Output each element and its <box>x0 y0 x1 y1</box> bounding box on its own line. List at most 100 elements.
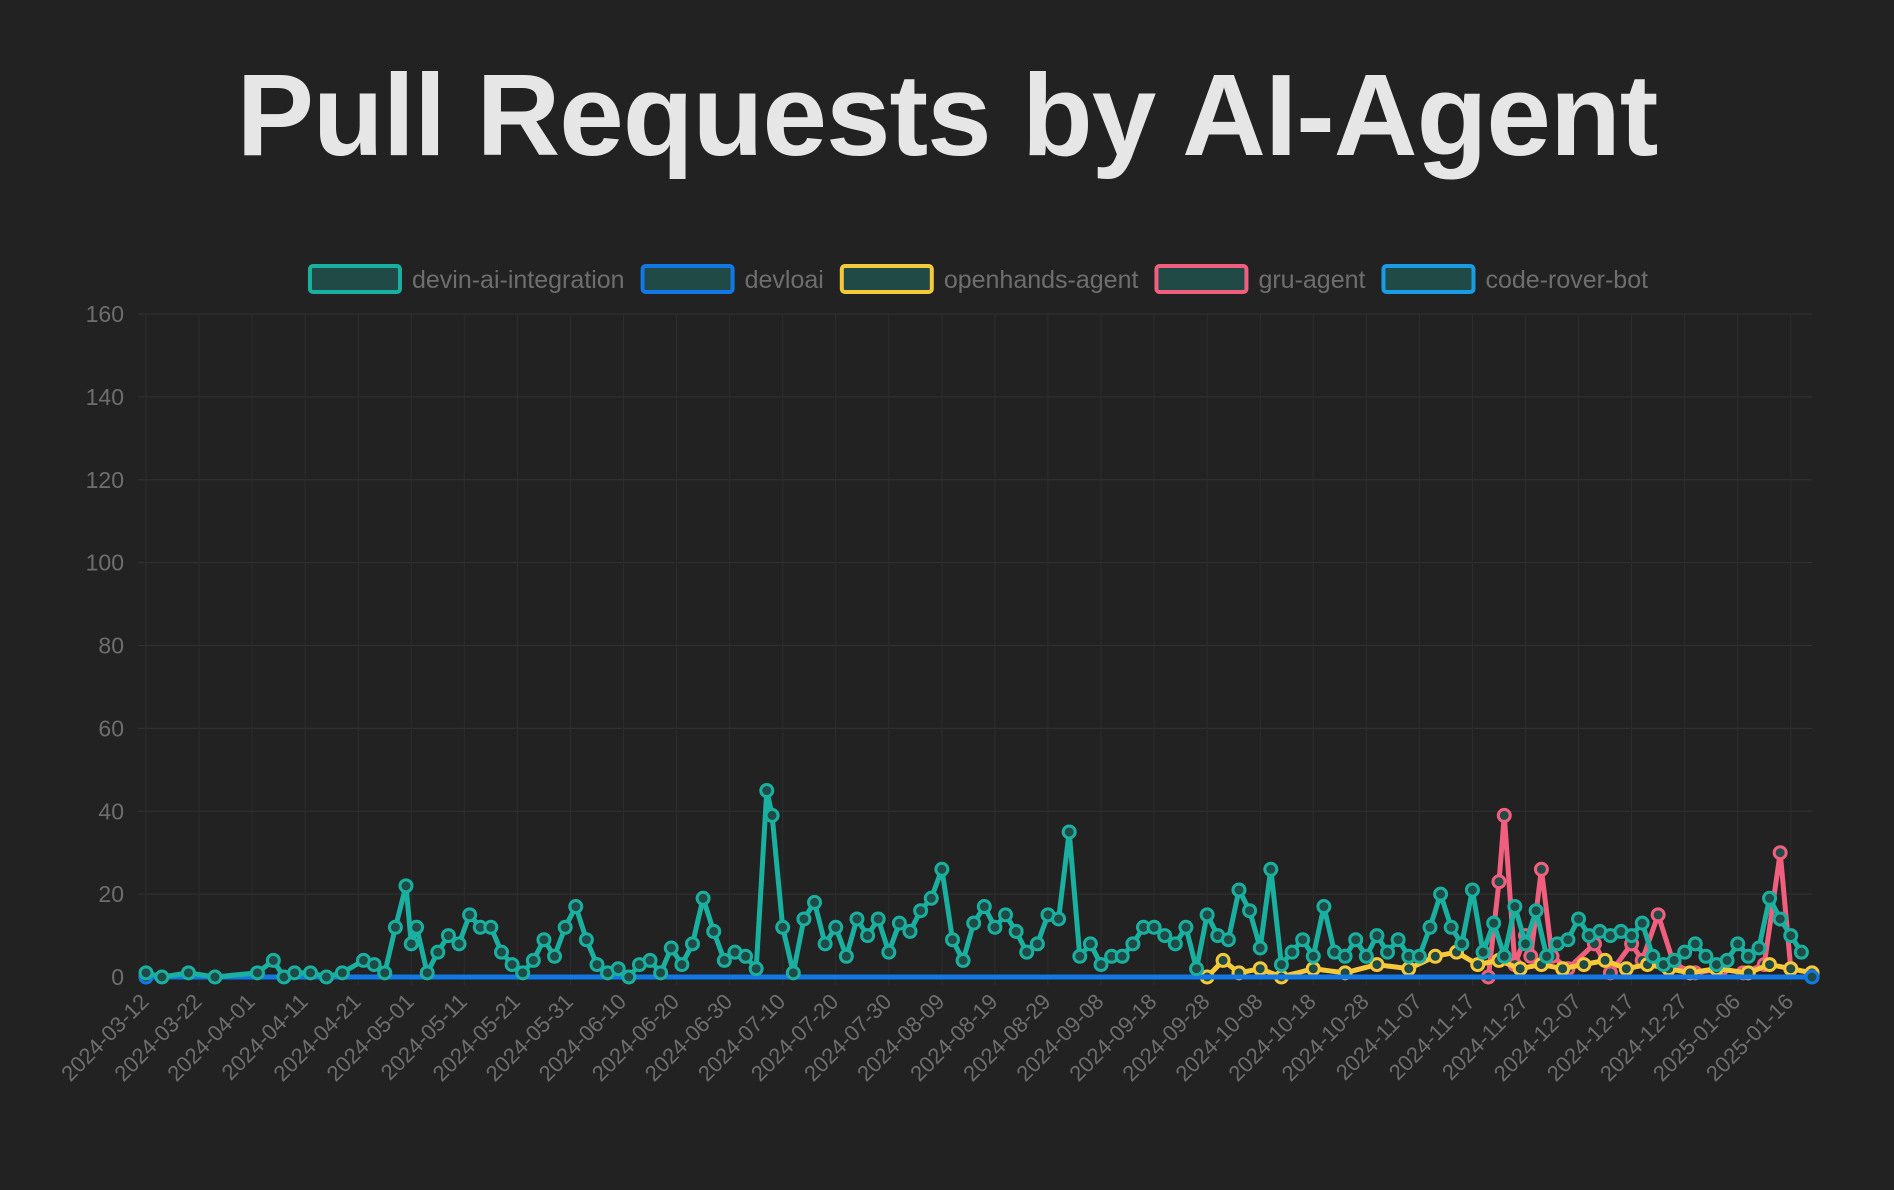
data-point <box>966 915 982 931</box>
data-point <box>1539 948 1555 964</box>
y-tick-label: 40 <box>98 798 124 824</box>
y-tick-label: 20 <box>98 881 124 907</box>
legend-swatch <box>307 264 402 294</box>
y-tick-label: 160 <box>86 301 124 327</box>
data-point <box>1666 952 1682 968</box>
data-point <box>265 952 281 968</box>
data-point <box>1454 936 1470 952</box>
data-point <box>860 928 876 944</box>
data-point <box>403 936 419 952</box>
data-point <box>398 878 414 894</box>
data-point <box>547 948 563 964</box>
data-point <box>1252 961 1268 977</box>
data-point <box>1783 928 1799 944</box>
data-point <box>578 932 594 948</box>
data-point <box>987 919 1003 935</box>
data-point <box>849 911 865 927</box>
data-point <box>1284 944 1300 960</box>
data-point <box>1167 936 1183 952</box>
data-point <box>302 965 318 981</box>
y-tick-label: 80 <box>98 633 124 659</box>
data-point <box>891 915 907 931</box>
data-point <box>610 961 626 977</box>
legend-swatch <box>839 264 934 294</box>
legend-label: gru-agent <box>1258 266 1365 294</box>
data-point <box>1719 952 1735 968</box>
data-point <box>430 944 446 960</box>
data-point <box>366 957 382 973</box>
data-point <box>1305 961 1321 977</box>
data-point <box>515 965 531 981</box>
data-point <box>1411 948 1427 964</box>
data-point <box>955 952 971 968</box>
data-point <box>1470 957 1486 973</box>
data-point <box>998 907 1014 923</box>
y-tick-label: 60 <box>98 715 124 741</box>
data-point <box>493 944 509 960</box>
data-point <box>1762 957 1778 973</box>
data-point <box>377 965 393 981</box>
data-point <box>1061 824 1077 840</box>
data-point <box>1295 932 1311 948</box>
data-point <box>1220 932 1236 948</box>
data-point <box>1475 944 1491 960</box>
data-point <box>1645 948 1661 964</box>
data-point <box>1597 952 1613 968</box>
data-point <box>738 948 754 964</box>
data-point <box>1740 948 1756 964</box>
data-point <box>1380 944 1396 960</box>
data-point <box>1082 936 1098 952</box>
legend-label: code-rover-bot <box>1485 266 1648 294</box>
data-point <box>870 911 886 927</box>
data-point <box>483 919 499 935</box>
data-point <box>1486 915 1502 931</box>
data-point <box>902 923 918 939</box>
data-point <box>706 923 722 939</box>
data-point <box>1443 919 1459 935</box>
data-point <box>1029 936 1045 952</box>
data-point <box>621 969 637 985</box>
data-point <box>1189 961 1205 977</box>
data-point <box>785 965 801 981</box>
data-point <box>557 919 573 935</box>
data-point <box>775 919 791 935</box>
data-point <box>653 965 669 981</box>
data-point <box>419 965 435 981</box>
data-point <box>1491 874 1507 890</box>
data-point <box>1231 882 1247 898</box>
legend-label: devin-ai-integration <box>412 266 625 294</box>
data-point <box>1427 948 1443 964</box>
y-tick-label: 140 <box>86 384 124 410</box>
data-point <box>684 936 700 952</box>
data-point <box>1369 928 1385 944</box>
data-point <box>1157 928 1173 944</box>
data-point <box>1512 961 1528 977</box>
data-point <box>451 936 467 952</box>
legend-label: openhands-agent <box>944 266 1139 294</box>
data-point <box>807 894 823 910</box>
data-point <box>1008 923 1024 939</box>
data-point <box>1242 903 1258 919</box>
data-point <box>1533 861 1549 877</box>
data-point <box>1751 940 1767 956</box>
data-point <box>1401 961 1417 977</box>
data-point <box>1051 911 1067 927</box>
data-point <box>1305 948 1321 964</box>
data-point <box>1772 845 1788 861</box>
chart-title: Pull Requests by AI-Agent <box>236 50 1659 180</box>
data-point <box>318 969 334 985</box>
data-point <box>1528 903 1544 919</box>
data-point <box>1464 882 1480 898</box>
data-point <box>1146 919 1162 935</box>
data-point <box>1252 940 1268 956</box>
data-point <box>1093 957 1109 973</box>
data-point <box>504 957 520 973</box>
y-tick-label: 120 <box>86 467 124 493</box>
data-point <box>525 952 541 968</box>
data-point <box>1762 890 1778 906</box>
data-point <box>1358 948 1374 964</box>
y-tick-label: 0 <box>111 964 124 990</box>
data-point <box>249 965 265 981</box>
data-point <box>207 969 223 985</box>
data-point <box>817 936 833 952</box>
